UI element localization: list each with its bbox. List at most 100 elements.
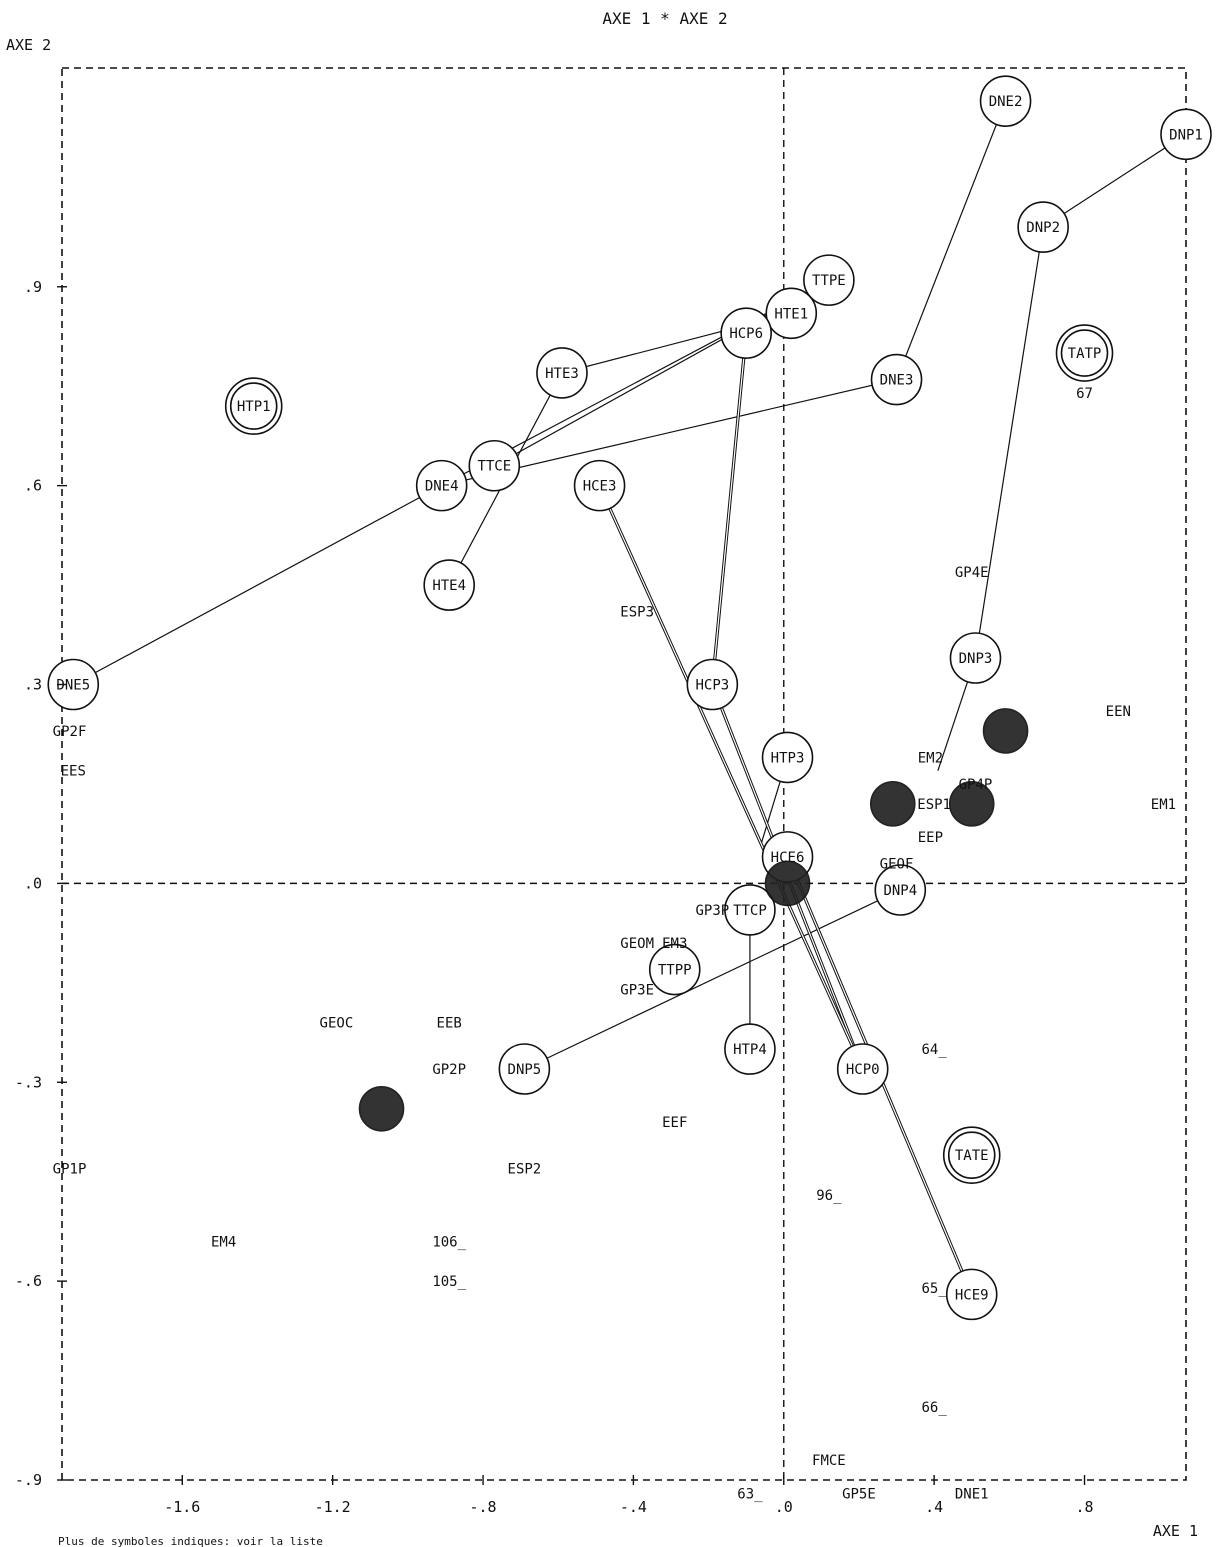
data-label: GP3E <box>620 982 654 998</box>
point-hte1: HTE1 <box>765 287 818 340</box>
overlapping-points-blob <box>982 708 1029 754</box>
point-ttcp: TTCP <box>724 884 776 936</box>
data-label: EEF <box>662 1115 687 1131</box>
point-label: HTP1 <box>237 399 271 415</box>
data-label: GP3P <box>695 903 729 919</box>
point-label: TTCE <box>477 459 511 475</box>
frame-border <box>61 67 1187 1481</box>
point-circle <box>870 353 923 406</box>
overlapping-points-blob <box>764 860 811 907</box>
y-tick-label: .6 <box>24 477 42 495</box>
point-hte4: HTE4 <box>423 559 475 611</box>
point-ttpe: TTPE <box>803 254 855 306</box>
point-hte3: HTE3 <box>536 347 588 399</box>
data-label: EM2 <box>918 750 943 766</box>
data-label: 106_ <box>432 1234 466 1250</box>
point-circle <box>686 658 739 711</box>
point-tatp: TATP <box>1055 324 1114 382</box>
point-unlabeled <box>948 781 995 827</box>
point-label: HCE3 <box>583 479 617 495</box>
axis-ticks: -1.6 -1.2 -.8 -.4 .0 .4 .8 -.9 -.6 -.3 .0 .3 .6 .9 <box>15 278 1094 1516</box>
point-label: DNE3 <box>880 373 914 389</box>
point-circle <box>803 254 855 306</box>
data-label: 65_ <box>921 1281 947 1297</box>
point-circle <box>761 731 814 784</box>
data-label: 66_ <box>921 1400 947 1416</box>
point-circle-inner <box>1060 329 1109 377</box>
data-label: ESP1 <box>917 797 951 813</box>
data-label: EEN <box>1106 704 1131 720</box>
data-label: 64_ <box>921 1042 947 1058</box>
data-label: ESP2 <box>508 1161 542 1177</box>
x-tick-label: .4 <box>925 1498 943 1516</box>
point-label: TATE <box>955 1148 989 1164</box>
point-circle <box>765 287 818 340</box>
point-unlabeled <box>358 1085 405 1132</box>
trajectory-line <box>72 100 1007 686</box>
point-label: DNP1 <box>1169 127 1203 143</box>
point-label: HCP3 <box>695 678 729 694</box>
x-tick-label: -1.2 <box>315 1498 351 1516</box>
point-label: DNP3 <box>959 651 993 667</box>
data-label: 96_ <box>816 1188 842 1204</box>
point-ttce: TTCE <box>468 439 521 492</box>
point-dnp3: DNP3 <box>949 632 1002 684</box>
point-label: DNP5 <box>508 1062 542 1078</box>
point-unlabeled <box>982 708 1029 754</box>
y-tick-label: .9 <box>24 278 42 296</box>
y-tick-label: .0 <box>24 874 42 892</box>
point-label: DNE2 <box>989 94 1023 110</box>
point-label: TTPP <box>658 963 692 979</box>
point-htp3: HTP3 <box>761 731 814 784</box>
x-tick-label: -.8 <box>469 1498 496 1516</box>
point-label: DNE5 <box>56 678 90 694</box>
point-dne2: DNE2 <box>979 75 1032 127</box>
data-label: GP2P <box>432 1062 466 1078</box>
data-label: GP4E <box>955 565 989 581</box>
point-markers: DNE2 DNP1 DNP2 TTPE HTE1 HCP6 TATP HTE3 DNE3 HTP1… <box>47 75 1212 1321</box>
point-tate: TATE <box>942 1126 1001 1184</box>
point-unlabeled <box>869 781 916 827</box>
point-circle <box>720 307 772 359</box>
point-circle <box>648 943 701 996</box>
x-tick-label: -.4 <box>620 1498 647 1516</box>
x-axis-label: AXE 1 <box>1153 1522 1198 1540</box>
point-circle-outer <box>1055 324 1114 382</box>
y-tick-label: -.9 <box>15 1471 42 1489</box>
point-dnp2: DNP2 <box>1017 201 1069 253</box>
data-label: EM3 <box>662 936 687 952</box>
data-label: EM4 <box>211 1234 236 1250</box>
overlapping-points-blob <box>869 781 916 827</box>
point-label: HCP0 <box>846 1062 880 1078</box>
trajectory-line <box>937 133 1187 771</box>
point-circle-inner <box>229 382 278 430</box>
point-label: TTCP <box>733 903 767 919</box>
point-circle <box>979 75 1032 127</box>
data-label: GP5E <box>842 1486 876 1502</box>
point-label: HTP4 <box>733 1042 767 1058</box>
data-label: GEOM <box>620 936 654 952</box>
trajectory-line <box>524 889 901 1070</box>
point-circle <box>573 459 626 512</box>
point-circle <box>874 864 927 916</box>
data-label: EEB <box>437 1016 462 1032</box>
point-circle <box>423 559 475 611</box>
data-label: GP1P <box>53 1161 87 1177</box>
data-label: GEOC <box>320 1016 354 1032</box>
point-label: TATP <box>1068 346 1102 362</box>
point-label: DNP4 <box>883 883 917 899</box>
point-hce3: HCE3 <box>573 459 626 512</box>
point-hce9: HCE9 <box>945 1268 998 1321</box>
point-dnp4: DNP4 <box>874 864 927 916</box>
point-circle <box>536 347 588 399</box>
point-circle <box>1160 108 1212 161</box>
x-tick-label: -1.6 <box>164 1498 200 1516</box>
point-circle <box>724 1023 776 1075</box>
overlapping-points-blob <box>948 781 995 827</box>
point-circle <box>498 1043 551 1095</box>
point-hcp0: HCP0 <box>836 1043 889 1095</box>
data-label: EES <box>61 764 86 780</box>
data-label: FMCE <box>812 1453 846 1469</box>
point-label: HCE6 <box>771 850 805 866</box>
